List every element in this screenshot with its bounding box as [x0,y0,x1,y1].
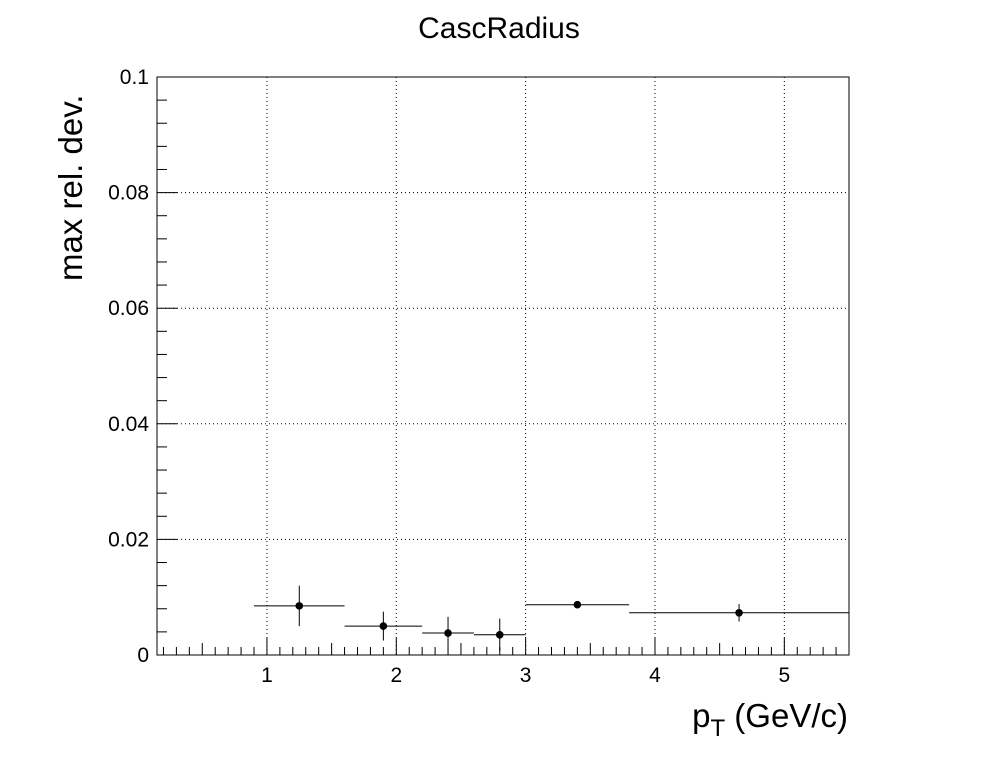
plot-frame [156,76,850,656]
y-tick-label: 0.08 [108,182,149,205]
chart-title: CascRadius [418,12,580,45]
x-tick-labels: 1 2 3 4 5 [261,664,790,687]
data-point [495,630,504,639]
data-point [379,622,388,630]
data-point [444,629,452,637]
data-point [573,600,582,609]
x-tick-label: 1 [261,664,273,687]
y-tick-label: 0.04 [108,413,149,436]
x-tick-label: 5 [778,664,790,687]
x-tick-label: 2 [390,664,402,687]
data-point [735,609,743,617]
data-point [295,602,304,610]
x-axis-title-main: p [692,697,710,734]
y-tick-labels: 0 0.02 0.04 0.06 0.08 0.1 [108,66,149,667]
grid [157,77,849,655]
x-axis-title: pT (GeV/c) [692,697,848,742]
y-tick-label: 0 [137,644,149,667]
data-points [254,585,849,651]
y-tick-label: 0.06 [108,297,149,320]
x-axis-title-sub: T [710,715,725,742]
y-tick-label: 0.02 [108,528,149,551]
x-axis-title-suffix: (GeV/c) [725,697,848,734]
axis-ticks [157,76,850,656]
x-tick-label: 3 [520,664,532,687]
y-tick-label: 0.1 [120,66,149,89]
x-tick-label: 4 [649,664,661,687]
y-axis-title: max rel. dev. [52,95,89,281]
